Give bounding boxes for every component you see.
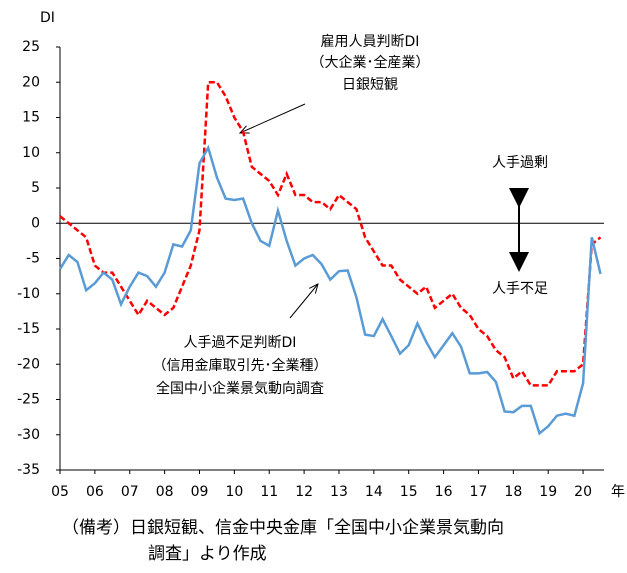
line-series [59,81,602,387]
y-tick-label: 25 [22,39,40,55]
y-tick-label: -5 [26,251,40,267]
x-tick-label: 17 [470,484,488,500]
x-tick-label: 20 [574,484,592,500]
line-series [58,144,602,436]
y-tick-label: 15 [22,110,40,126]
annotation: 日銀短観 [342,76,398,93]
x-tick-label: 11 [260,484,278,500]
x-tick-label: 10 [225,484,243,500]
y-tick-label: 0 [31,215,40,231]
y-tick-label: -10 [17,286,40,302]
note: （備考）日銀短観、信金中央金庫「全国中小企業景気動向 [62,518,504,538]
y-tick-label: 10 [22,145,40,161]
y-tick-label: -25 [17,392,40,408]
annotation: （大企業･全産業） [311,54,430,71]
y-tick-label: -35 [17,462,40,478]
y-tick-label: 5 [31,180,40,196]
x-tick-label: 08 [156,484,174,500]
y-tick-label: -20 [17,356,40,372]
y-tick-label: -15 [17,321,40,337]
arrow [289,284,318,319]
arrow [240,103,306,133]
annotation: 人手過不足判断DI [184,335,297,351]
x-tick-label: 12 [295,484,313,500]
note: 調査」より作成 [148,544,267,564]
x-tick-label: 05 [51,484,69,500]
x-tick-label: 15 [400,484,418,500]
x-tick-label: 18 [504,484,522,500]
annotation: 人手不足 [492,281,548,297]
x-tick-label: 16 [435,484,453,500]
annotation: 雇用人員判断DI [321,33,420,50]
x-tick-label: 13 [330,484,348,500]
annotation: 全国中小企業景気動向調査 [156,380,324,397]
x-tick-label: 09 [191,484,209,500]
x-unit: 年 [611,484,625,500]
y-axis-label: DI [40,10,55,26]
x-tick-label: 19 [539,484,557,500]
y-tick-label: 20 [22,74,40,90]
x-tick-label: 06 [86,484,104,500]
x-tick-label: 14 [365,484,383,500]
annotation: 人手過剰 [492,155,548,171]
annotation: （信用金庫取引先･全業種） [153,357,328,374]
x-tick-label: 07 [121,484,139,500]
y-tick-label: -30 [17,427,40,443]
